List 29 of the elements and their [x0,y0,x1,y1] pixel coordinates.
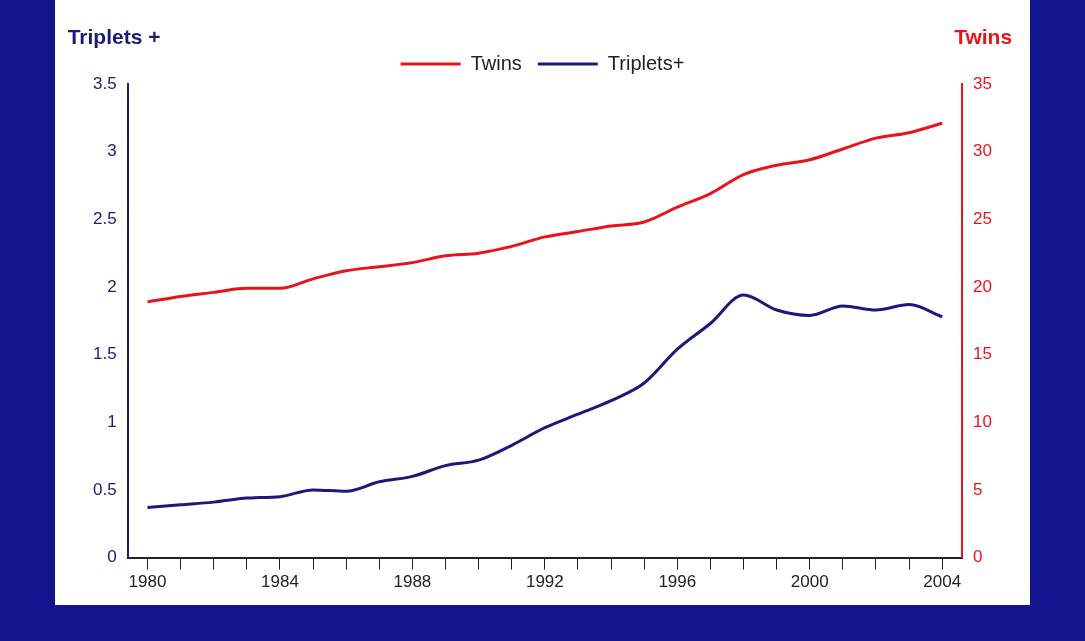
y2-tick-label: 35 [973,73,993,93]
y-tick-label: 3.5 [92,73,117,93]
line-series [146,121,944,304]
y2-tick-label: 20 [973,276,993,296]
y2-tick-label: 30 [973,141,993,161]
y2-tick-label: 0 [973,547,983,567]
x-tick-label: 2004 [923,572,962,592]
y-tick-label: 2.5 [92,209,117,228]
y-tick-label: 1 [107,411,117,431]
x-tick-label: 1984 [261,572,299,592]
legend-label: Twins [470,51,522,74]
y-tick-label: 2 [107,276,117,296]
y2-tick-label: 25 [973,209,993,228]
y-tick-label: 0.5 [92,479,117,499]
line-series [146,293,944,510]
legend-label: Triplets+ [607,51,685,74]
y2-axis-title: Twins [954,25,1013,49]
x-tick-label: 1980 [128,572,167,592]
y-tick-label: 0 [107,547,117,567]
y2-tick-label: 15 [973,344,993,364]
y-tick-label: 1.5 [92,344,117,364]
y2-tick-label: 10 [973,411,993,431]
y2-tick-label: 5 [973,479,983,499]
x-tick-label: 2000 [790,572,829,592]
y-axis-title: Triplets + [67,25,161,49]
x-tick-label: 1996 [658,572,697,592]
x-tick-label: 1988 [393,572,432,592]
x-tick-label: 1992 [525,572,564,592]
y-tick-label: 3 [107,141,117,161]
